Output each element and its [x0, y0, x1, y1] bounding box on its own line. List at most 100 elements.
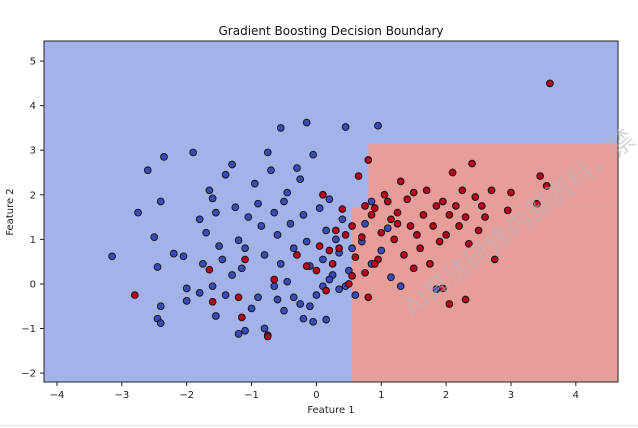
data-point-class-0	[234, 236, 243, 245]
data-point-class-1	[393, 208, 402, 217]
data-point-class-0	[273, 231, 282, 239]
data-point-class-1	[507, 188, 515, 197]
data-point-class-1	[422, 186, 431, 195]
data-point-class-1	[406, 222, 415, 230]
data-point-class-0	[351, 291, 360, 299]
data-point-class-1	[208, 297, 217, 306]
data-point-class-0	[383, 224, 392, 233]
data-point-class-1	[361, 202, 369, 210]
x-axis-title: Feature 1	[307, 405, 354, 416]
data-point-class-0	[218, 255, 227, 264]
data-point-class-0	[156, 197, 165, 206]
data-point-class-0	[348, 244, 356, 253]
data-point-class-0	[189, 148, 198, 157]
data-point-class-1	[237, 313, 246, 322]
data-point-class-0	[156, 302, 165, 311]
data-point-class-1	[487, 186, 496, 195]
data-point-class-0	[361, 219, 369, 228]
data-point-class-1	[348, 222, 356, 230]
data-point-class-0	[143, 166, 152, 175]
data-point-class-0	[150, 233, 159, 241]
data-point-class-0	[312, 291, 321, 299]
data-point-class-1	[503, 206, 512, 215]
data-point-class-0	[241, 326, 249, 335]
data-point-class-0	[374, 121, 382, 130]
data-point-class-1	[445, 210, 454, 219]
data-point-class-0	[325, 275, 334, 284]
x-axis: −4 −3 −2 −1 0 1 2 3 4	[50, 382, 579, 401]
data-point-class-0	[302, 118, 311, 127]
data-point-class-1	[396, 177, 405, 186]
data-point-class-0	[202, 228, 210, 237]
page-divider	[0, 425, 638, 426]
data-point-class-1	[319, 190, 327, 199]
data-point-class-1	[263, 332, 272, 341]
data-point-class-0	[231, 203, 240, 212]
data-point-class-0	[315, 204, 324, 213]
y-tick-label: −2	[21, 369, 36, 380]
data-point-class-1	[546, 79, 554, 88]
data-point-class-0	[306, 302, 314, 311]
data-point-class-0	[302, 237, 311, 246]
data-point-class-0	[296, 300, 305, 308]
y-tick-label: 4	[30, 101, 36, 112]
data-point-class-1	[351, 253, 360, 262]
data-point-class-0	[280, 197, 288, 206]
data-point-class-0	[338, 215, 347, 224]
data-point-class-1	[464, 239, 473, 248]
data-point-class-1	[383, 197, 392, 206]
data-point-class-0	[260, 324, 269, 333]
y-tick-label: −1	[21, 324, 36, 335]
data-point-class-1	[130, 291, 139, 299]
data-point-class-0	[237, 264, 246, 273]
data-point-class-1	[390, 235, 399, 244]
data-point-class-1	[542, 182, 551, 190]
data-point-class-0	[263, 148, 272, 157]
data-point-class-1	[413, 231, 421, 239]
data-point-class-0	[367, 197, 376, 206]
data-point-class-1	[432, 202, 441, 210]
data-point-class-1	[429, 222, 438, 230]
data-point-class-0	[299, 210, 308, 219]
data-point-class-0	[254, 293, 262, 302]
data-point-class-0	[199, 260, 207, 268]
data-point-class-0	[156, 319, 165, 328]
data-point-class-0	[387, 273, 395, 282]
x-tick-label: −1	[244, 390, 259, 401]
data-point-class-1	[270, 275, 279, 284]
data-point-class-0	[134, 208, 142, 217]
y-tick-label: 3	[30, 146, 36, 157]
data-point-class-1	[341, 231, 350, 239]
data-point-class-0	[160, 153, 168, 161]
data-point-class-1	[400, 251, 408, 259]
data-point-class-0	[208, 282, 217, 291]
data-point-class-0	[212, 208, 220, 217]
data-point-class-0	[221, 170, 230, 179]
data-point-class-1	[458, 186, 467, 195]
data-point-class-1	[205, 265, 214, 274]
y-tick-label: 5	[30, 57, 36, 68]
data-point-class-0	[215, 242, 223, 250]
data-point-class-0	[182, 284, 191, 293]
data-point-class-0	[280, 306, 288, 315]
data-point-class-1	[315, 242, 324, 250]
data-point-class-1	[361, 268, 369, 277]
data-point-class-1	[380, 190, 389, 199]
x-tick-label: 2	[443, 390, 449, 401]
data-point-class-0	[228, 160, 236, 169]
data-point-class-0	[322, 226, 330, 235]
data-point-class-0	[241, 244, 249, 253]
data-point-class-0	[212, 312, 220, 320]
data-point-class-1	[234, 293, 243, 302]
data-point-class-1	[490, 255, 499, 264]
x-tick-label: −2	[179, 390, 194, 401]
data-point-class-1	[439, 197, 447, 206]
region-class-1-part-0	[352, 206, 618, 382]
data-point-class-0	[377, 246, 386, 255]
data-point-class-1	[409, 264, 418, 273]
data-point-class-1	[448, 168, 457, 177]
data-point-class-1	[455, 222, 463, 230]
data-point-class-0	[273, 295, 282, 304]
data-point-class-0	[257, 222, 266, 230]
